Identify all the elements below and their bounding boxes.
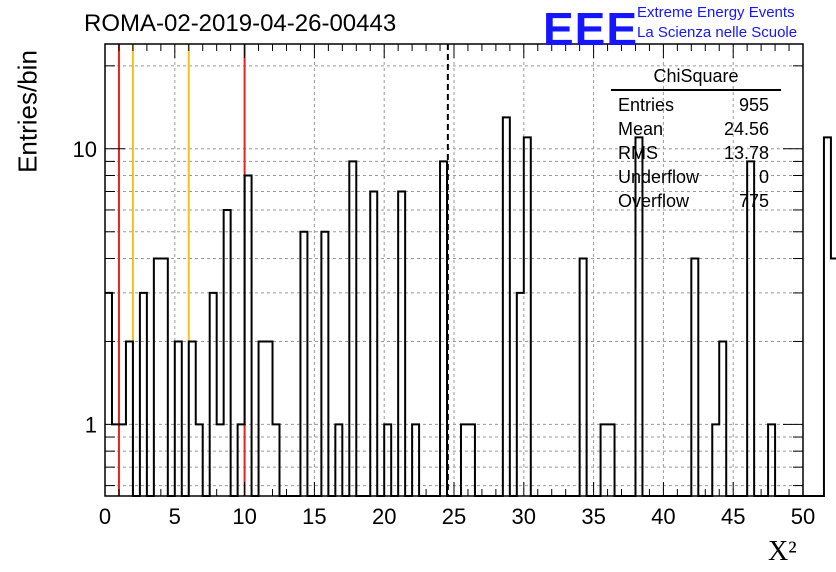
histogram-bin	[300, 232, 307, 496]
stats-row-overflow: Overflow 775	[618, 191, 769, 211]
histogram-bin	[524, 137, 531, 496]
x-tick-label: 0	[99, 504, 111, 529]
x-tick-label: 45	[721, 504, 745, 529]
histogram-bin	[601, 424, 608, 496]
histogram-bin	[335, 424, 342, 496]
histogram-bin	[196, 424, 203, 496]
histogram-bin	[712, 424, 719, 496]
logo-line-2: La Scienza nelle Scuole	[637, 24, 798, 41]
histogram-bin	[580, 258, 587, 496]
histogram-bin	[370, 191, 377, 496]
histogram-bin	[503, 117, 510, 496]
x-axis-label: X²	[768, 536, 797, 567]
y-tick-label: 10	[73, 137, 97, 162]
histogram-bin	[398, 191, 405, 496]
x-tick-label: 50	[791, 504, 815, 529]
histogram-bin	[691, 258, 698, 496]
histogram-bin	[266, 341, 273, 496]
y-axis-label: Entries/bin	[12, 50, 43, 173]
histogram-bin	[608, 424, 615, 496]
histogram-bin	[189, 341, 196, 496]
histogram-bin	[126, 341, 133, 496]
histogram-bin	[217, 424, 224, 496]
histogram-bin	[824, 137, 831, 496]
x-tick-label: 30	[512, 504, 536, 529]
histogram-bin	[768, 424, 775, 496]
y-tick-label: 1	[85, 412, 97, 437]
histogram-bin	[461, 424, 468, 496]
histogram-bin	[210, 293, 217, 496]
stats-box: ChiSquare Entries 955 Mean 24.56 RMS 13.78 …	[611, 66, 781, 213]
histogram-bin	[517, 293, 524, 496]
histogram-bin	[140, 293, 147, 496]
x-tick-label: 20	[372, 504, 396, 529]
histogram-bin	[238, 424, 245, 496]
histogram-bin	[831, 258, 836, 496]
histogram-bin	[273, 424, 280, 496]
histogram-bin	[259, 341, 266, 496]
histogram-bin	[468, 424, 475, 496]
histogram-bin	[349, 161, 356, 496]
stats-title: ChiSquare	[611, 66, 781, 91]
histogram-bin	[224, 210, 231, 496]
logo-line-1: Extreme Energy Events	[637, 4, 795, 21]
histogram-bin	[119, 424, 126, 496]
histogram-bin	[175, 341, 182, 496]
histogram-bin	[412, 424, 419, 496]
x-tick-label: 40	[651, 504, 675, 529]
histogram-bin	[384, 424, 391, 496]
histogram-bin	[105, 293, 112, 496]
x-tick-label: 25	[442, 504, 466, 529]
x-tick-label: 5	[169, 504, 181, 529]
stats-row-underflow: Underflow 0	[618, 167, 769, 187]
histogram-bin	[719, 341, 726, 496]
eee-logo: EEE	[543, 3, 639, 55]
histogram-bin	[154, 258, 161, 496]
stats-row-rms: RMS 13.78	[618, 143, 769, 163]
stats-row-entries: Entries 955	[618, 95, 769, 115]
histogram-bin	[161, 258, 168, 496]
x-tick-label: 10	[232, 504, 256, 529]
x-tick-label: 15	[302, 504, 326, 529]
histogram-bin	[321, 232, 328, 496]
x-tick-label: 35	[581, 504, 605, 529]
stats-row-mean: Mean 24.56	[618, 119, 769, 139]
histogram-bin	[245, 176, 252, 496]
chart-title: ROMA-02-2019-04-26-00443	[84, 10, 397, 37]
histogram-bin	[440, 161, 447, 496]
